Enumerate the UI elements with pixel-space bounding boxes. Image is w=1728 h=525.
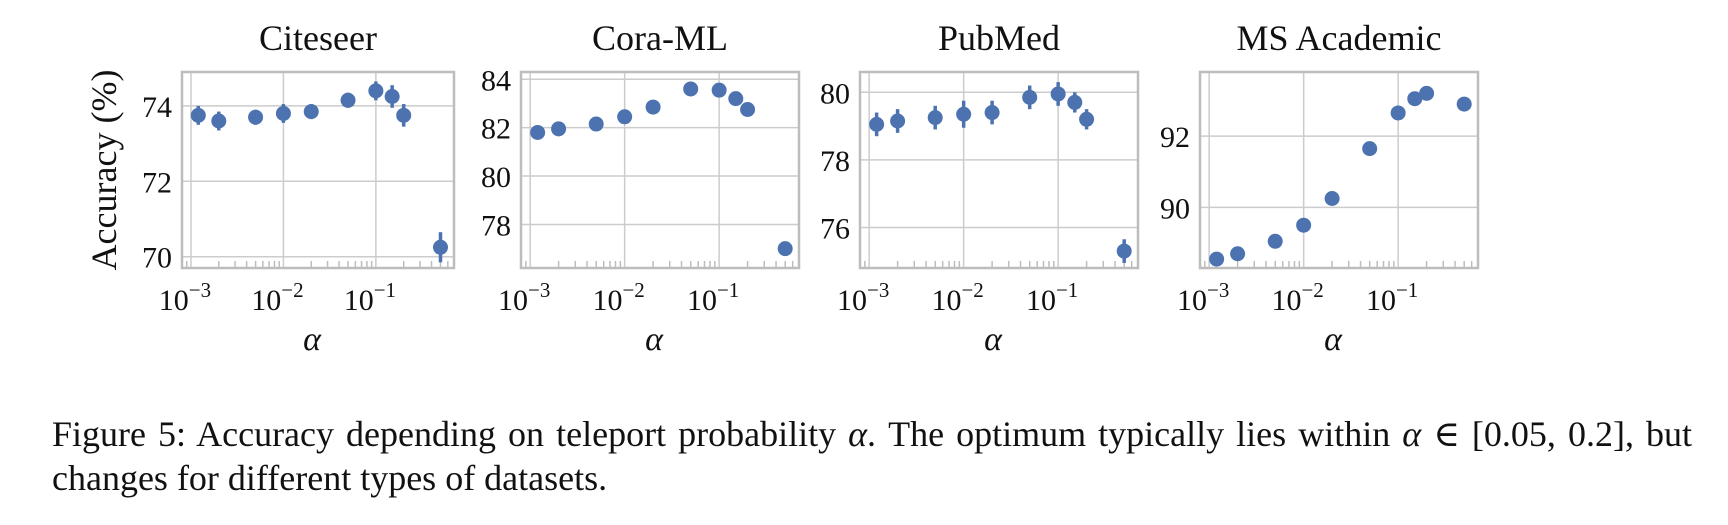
y-axis-label: Accuracy (%) <box>84 70 124 271</box>
panel-1-data-point <box>248 109 264 125</box>
panel-3-y-tick-label: 80 <box>820 77 850 110</box>
panel-2-data-point <box>711 82 727 98</box>
panel-1-x-tick-label: 10−1 <box>344 278 396 317</box>
panel-4-frame <box>1198 70 1480 270</box>
panel-4-data-point <box>1296 217 1312 233</box>
panel-2-y-tick-label: 80 <box>481 161 511 194</box>
panel-2-x-tick-label: 10−3 <box>498 278 550 317</box>
panel-4-plot-area <box>1200 72 1478 268</box>
panel-3-data-point <box>984 105 1000 121</box>
caption-text-2: . The optimum typically lies within <box>867 414 1403 454</box>
panel-1-data-point <box>303 104 319 120</box>
panel-1-data-point <box>211 113 227 129</box>
panel-4-data-point <box>1362 141 1378 157</box>
panel-3-x-tick-label: 10−1 <box>1026 278 1078 317</box>
panel-4-y-tick-label: 90 <box>1160 192 1190 225</box>
panel-1-data-point <box>368 83 384 99</box>
panel-2-x-axis-label: α <box>645 321 664 358</box>
panel-4-data-point <box>1419 85 1435 101</box>
panel-2-data-point <box>777 241 793 257</box>
panel-4-data-point <box>1230 246 1246 262</box>
panel-4-x-tick-label: 10−3 <box>1177 278 1229 317</box>
panel-1-x-axis-label: α <box>303 321 322 358</box>
panel-1-y-tick-label: 74 <box>142 91 172 124</box>
panel-4-x-tick-label: 10−2 <box>1271 278 1323 317</box>
panel-3-title: PubMed <box>938 18 1060 58</box>
panel-1-data-point <box>190 107 206 123</box>
panel-3-x-tick-label: 10−2 <box>931 278 983 317</box>
panel-3-y-tick-label: 76 <box>820 212 850 245</box>
panel-3-y-tick-label: 78 <box>820 145 850 178</box>
panel-3-data-point <box>890 113 906 129</box>
panel-2-data-point <box>683 81 699 97</box>
panel-1-data-point <box>396 107 412 123</box>
panel-2-title: Cora-ML <box>592 18 728 58</box>
caption-label: Figure 5: <box>52 414 187 454</box>
panel-4-data-point <box>1267 233 1283 249</box>
panel-2-data-point <box>740 102 756 118</box>
panel-3-plot-area <box>860 72 1138 268</box>
panel-2-data-point <box>728 91 744 107</box>
panel-2-y-tick-label: 84 <box>481 64 511 97</box>
panel-2-data-point <box>530 124 546 140</box>
caption-text-1: Accuracy depending on teleport probabili… <box>186 414 849 454</box>
panel-3-x-axis-label: α <box>984 321 1003 358</box>
panel-2-frame <box>519 70 801 270</box>
panel-4-x-axis-label: α <box>1324 321 1343 358</box>
panel-3-frame <box>858 70 1140 270</box>
panel-4-data-point <box>1324 191 1340 207</box>
panel-1-x-tick-label: 10−2 <box>251 278 303 317</box>
panel-1-y-tick-label: 72 <box>142 166 172 199</box>
panel-4-x-tick-label: 10−1 <box>1366 278 1418 317</box>
caption-alpha-1: α <box>848 414 868 454</box>
caption-alpha-2: α <box>1402 414 1422 454</box>
panel-1-data-point <box>275 105 291 121</box>
panel-1-data-point <box>340 92 356 108</box>
panel-2-x-tick-label: 10−2 <box>592 278 644 317</box>
panel-1-frame <box>180 70 456 270</box>
panel-3-data-point <box>927 110 943 126</box>
panel-2-data-point <box>551 121 567 137</box>
panel-1-x-tick-label: 10−3 <box>159 278 211 317</box>
panel-1-title: Citeseer <box>259 18 377 58</box>
panel-4-data-point <box>1390 105 1406 121</box>
caption-text-3: ∈ [0.05, 0.2], but changes for different… <box>52 414 1701 498</box>
panel-2-y-tick-label: 78 <box>481 209 511 242</box>
panel-3-data-point <box>1022 89 1038 105</box>
panel-3-data-point <box>869 116 885 132</box>
figure-caption: Figure 5: Accuracy depending on teleport… <box>52 412 1692 500</box>
panel-1-y-tick-label: 70 <box>142 242 172 275</box>
panel-2-data-point <box>645 99 661 115</box>
panel-3-data-point <box>956 106 972 122</box>
panel-4-data-point <box>1209 251 1225 267</box>
panel-4-data-point <box>1407 91 1423 107</box>
figure-panels: Accuracy (%) Citeseer 70 72 74 10−3 10−2 10−1 α C… <box>84 18 1480 358</box>
panel-3-data-point <box>1050 86 1066 102</box>
panel-4-title: MS Academic <box>1237 18 1442 58</box>
panel-2-x-tick-label: 10−1 <box>687 278 739 317</box>
panel-4-data-point <box>1456 96 1472 112</box>
panel-2-plot-area <box>521 72 799 268</box>
panel-3-data-point <box>1067 94 1083 110</box>
panel-2-y-tick-label: 82 <box>481 113 511 146</box>
panel-4-y-tick-label: 92 <box>1160 121 1190 154</box>
panel-2-data-point <box>588 116 604 132</box>
panel-1-data-point <box>384 89 400 104</box>
panel-1-plot-area <box>182 72 454 268</box>
panel-3-data-point <box>1116 243 1132 259</box>
panel-1-data-point <box>432 239 448 255</box>
panel-2-data-point <box>617 109 633 125</box>
panel-3-data-point <box>1079 111 1095 127</box>
panel-3-x-tick-label: 10−3 <box>837 278 889 317</box>
